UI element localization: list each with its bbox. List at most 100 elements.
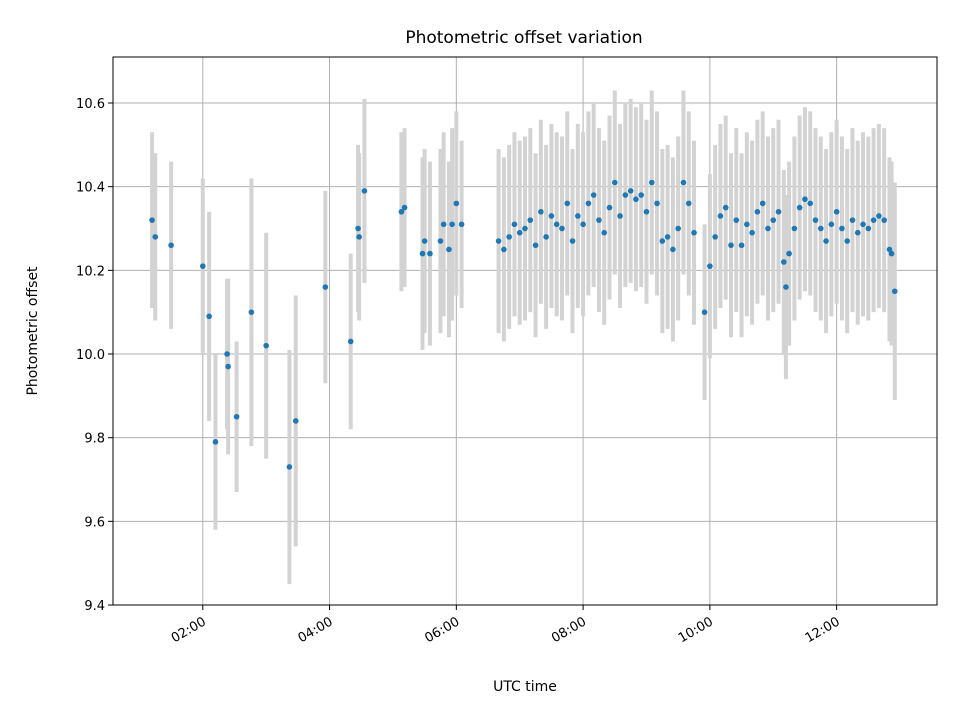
data-point: [495, 238, 502, 244]
data-point: [446, 246, 452, 253]
data-point: [611, 179, 618, 186]
x-axis-label: UTC time: [493, 679, 557, 695]
data-point: [738, 242, 745, 249]
data-point: [458, 221, 465, 228]
data-point: [643, 208, 650, 215]
data-point: [559, 225, 565, 232]
data-point: [516, 229, 523, 236]
data-point: [596, 217, 602, 223]
data-point: [770, 217, 777, 223]
data-point: [701, 309, 708, 315]
data-point: [427, 250, 433, 257]
data-point: [225, 363, 231, 370]
y-tick-label: 9.8: [84, 432, 105, 447]
data-point: [322, 284, 329, 290]
plot-frame: [112, 56, 938, 606]
data-point: [817, 225, 824, 232]
chart-title: Photometric offset variation: [405, 28, 642, 48]
data-point: [248, 309, 255, 315]
data-point: [553, 221, 560, 228]
y-tick-label: 10.6: [76, 97, 105, 112]
data-point: [833, 208, 840, 215]
data-point: [398, 208, 405, 215]
data-point: [355, 225, 361, 232]
y-tick-label: 9.4: [84, 599, 105, 614]
data-point: [453, 200, 460, 207]
data-point: [823, 238, 829, 244]
data-point: [828, 221, 835, 228]
data-point: [206, 313, 212, 320]
data-point: [860, 221, 866, 228]
data-point: [437, 238, 444, 244]
y-tick-label: 9.6: [84, 515, 105, 530]
data-point: [870, 217, 877, 223]
data-point: [511, 221, 518, 228]
data-point: [685, 200, 692, 207]
data-point: [149, 217, 155, 223]
data-point: [744, 221, 750, 228]
data-point: [854, 229, 861, 236]
data-point: [543, 234, 549, 240]
data-point: [440, 221, 447, 228]
data-point: [675, 225, 681, 232]
data-point: [654, 200, 660, 207]
data-point: [865, 225, 872, 232]
data-point: [707, 263, 713, 269]
data-point: [881, 217, 887, 223]
data-point: [638, 192, 645, 198]
data-point: [749, 229, 755, 236]
data-point: [506, 234, 512, 240]
data-point: [664, 234, 671, 240]
data-point: [728, 242, 734, 249]
data-point: [722, 204, 729, 211]
data-point: [796, 204, 803, 211]
data-point: [606, 204, 613, 211]
y-axis-label: Photometric offset: [25, 266, 41, 396]
data-point: [781, 259, 787, 265]
data-point: [648, 179, 655, 186]
data-point: [199, 263, 206, 269]
data-point: [601, 229, 608, 236]
data-point: [627, 188, 634, 194]
data-point: [802, 196, 808, 203]
data-point: [263, 342, 269, 349]
data-point: [419, 250, 426, 257]
data-points: [149, 179, 898, 470]
data-point: [886, 246, 893, 253]
data-point: [401, 204, 408, 211]
data-point: [224, 351, 230, 357]
data-point: [168, 242, 174, 249]
data-point: [888, 250, 895, 257]
data-point: [292, 418, 299, 424]
data-point: [812, 217, 819, 223]
data-point: [775, 208, 782, 215]
data-point: [712, 234, 718, 240]
data-point: [670, 246, 676, 253]
data-point: [532, 242, 539, 249]
data-point: [617, 213, 623, 219]
data-point: [891, 288, 898, 295]
data-point: [286, 464, 293, 470]
data-point: [680, 179, 687, 186]
data-point: [765, 225, 771, 232]
data-point: [754, 208, 761, 215]
y-tick-label: 10.4: [76, 181, 105, 196]
data-point: [361, 188, 368, 194]
data-point: [759, 200, 766, 207]
data-point: [152, 234, 159, 240]
data-point: [590, 192, 597, 198]
data-point: [548, 213, 555, 219]
data-point: [538, 208, 544, 215]
data-point: [356, 234, 362, 240]
data-point: [585, 200, 592, 207]
data-point: [733, 217, 740, 223]
data-point: [575, 213, 581, 219]
data-point: [622, 192, 629, 198]
data-point: [522, 225, 528, 232]
y-tick-label: 10.0: [76, 348, 105, 363]
y-tick-label: 10.2: [76, 264, 105, 279]
data-point: [527, 217, 534, 223]
data-point: [633, 196, 639, 203]
